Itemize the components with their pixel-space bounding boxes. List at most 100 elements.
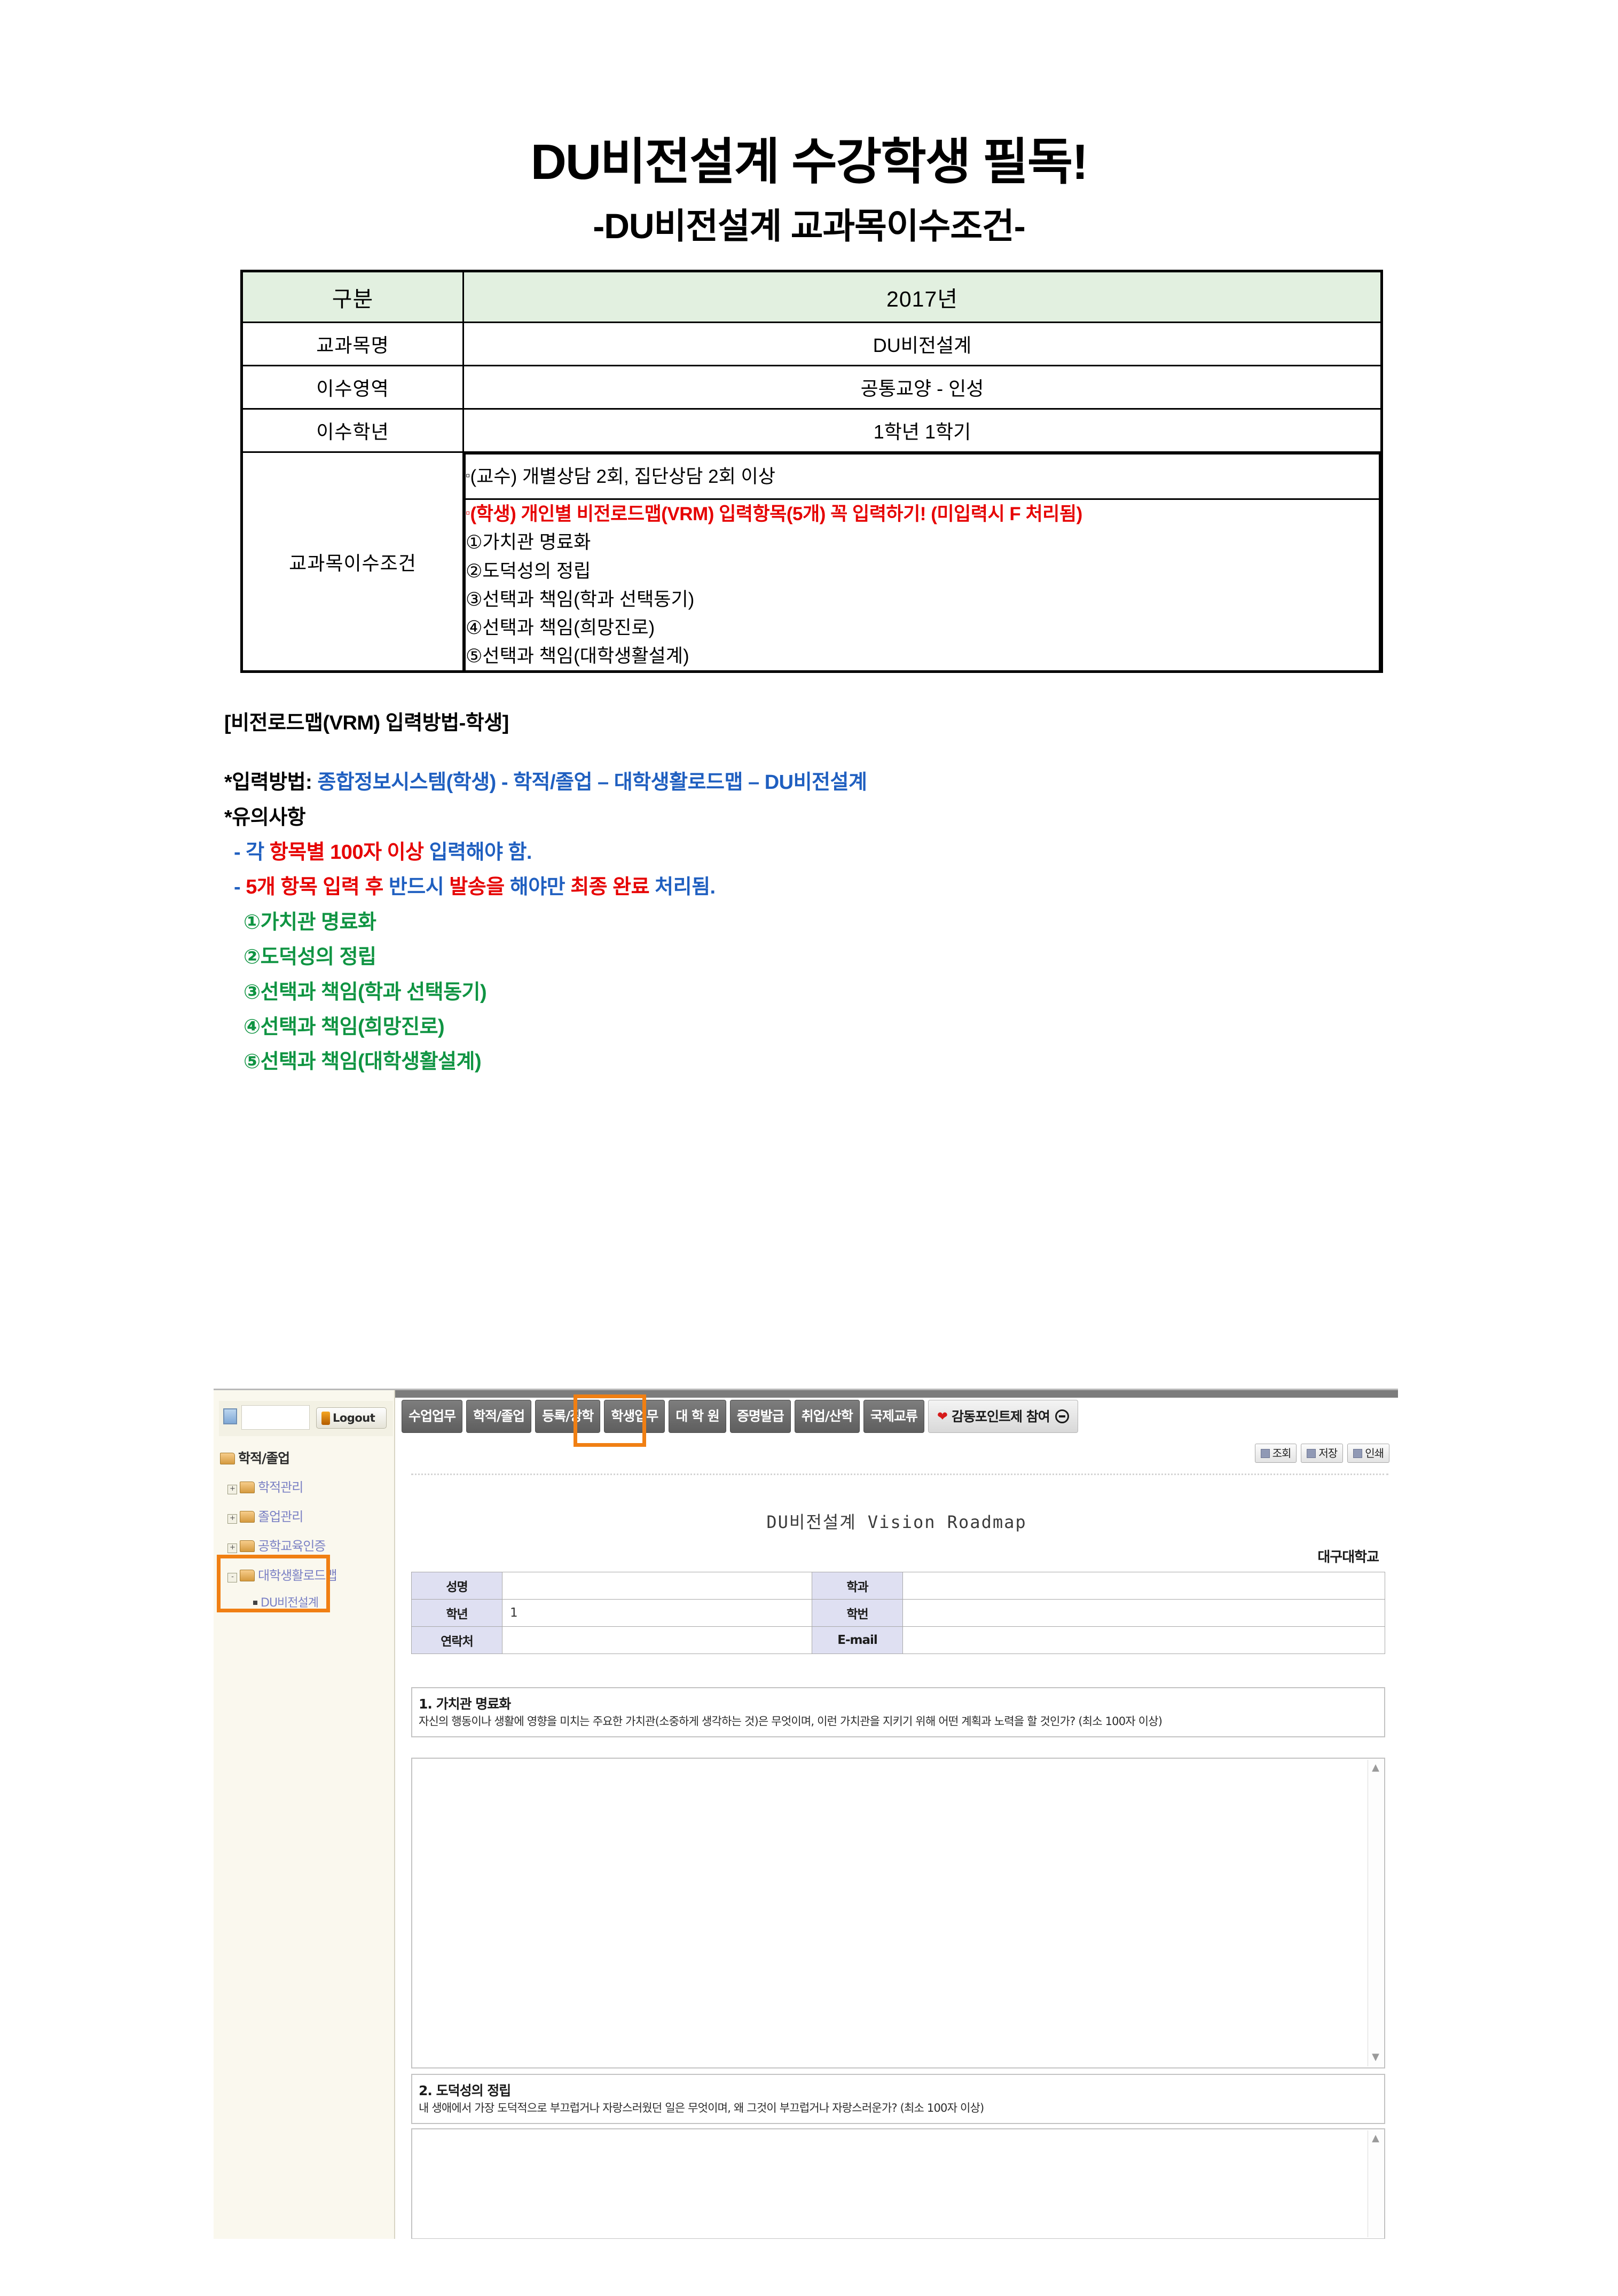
field-label-student-id: 학번 — [812, 1599, 903, 1627]
answer-textarea-1[interactable]: ▲ ▼ — [411, 1758, 1385, 2068]
content-pane: 수업업무 학적/졸업 등록/장학 학생업무 대 학 원 증명발급 취업/산학 국제교류 ❤ 감동포… — [395, 1390, 1398, 2239]
expand-plus-icon[interactable]: + — [227, 1543, 237, 1553]
university-name: 대구대학교 — [1317, 1549, 1379, 1565]
instruction-item-4: ④선택과 책임(희망진로) — [244, 1015, 445, 1038]
tree-root-academic[interactable]: 학적/졸업 — [214, 1444, 395, 1471]
question-block-2: 2. 도덕성의 정립 내 생애에서 가장 도덕적으로 부끄럽거나 자랑스러웠던 … — [411, 2074, 1385, 2124]
instruction-method-line: *입력방법: 종합정보시스템(학생) - 학적/졸업 – 대학생활로드맵 – D… — [224, 765, 1618, 800]
row-label-conditions: 교과목이수조건 — [241, 451, 464, 673]
note2-part-a: - — [234, 876, 246, 899]
tab-certificate-issue[interactable]: 증명발급 — [729, 1400, 791, 1433]
search-button[interactable]: 조회 — [1254, 1444, 1297, 1463]
tab-international-exchange[interactable]: 국제교류 — [863, 1400, 924, 1433]
note1-part-a: - 각 — [234, 841, 270, 864]
professor-condition-text: (교수) 개별상담 2회, 집단상담 2회 이상 — [470, 466, 775, 487]
tab-graduate-school[interactable]: 대 학 원 — [669, 1400, 726, 1433]
toolbar-buttons: 조회 저장 인쇄 — [1251, 1444, 1389, 1463]
note2-part-c: 반드시 — [388, 876, 450, 899]
field-value-contact[interactable] — [502, 1626, 812, 1654]
row-label-area: 이수영역 — [241, 365, 464, 410]
field-label-department: 학과 — [812, 1572, 903, 1600]
question-block-1: 1. 가치관 명료화 자신의 행동이나 생활에 영향을 미치는 주요한 가치관(… — [411, 1687, 1385, 1737]
square-bullet-icon: ▫ — [466, 468, 470, 483]
user-name-input[interactable] — [241, 1405, 310, 1430]
tab-class-work[interactable]: 수업업무 — [402, 1400, 463, 1433]
form-title: DU비전설계 Vision Roadmap — [766, 1512, 1027, 1532]
row-label-course-name: 교과목명 — [241, 322, 464, 367]
scroll-up-icon[interactable]: ▲ — [1372, 2133, 1379, 2144]
table-row: 이수학년 1학년 1학기 — [241, 408, 1383, 453]
tab-registration-scholarship[interactable]: 등록/장학 — [535, 1400, 601, 1433]
scroll-down-icon[interactable]: ▼ — [1372, 2051, 1379, 2063]
expand-plus-icon[interactable]: + — [227, 1514, 237, 1524]
navigation-tree: 학적/졸업 + 학적관리 + 졸업관리 + 공학교육인증 - 대학생활로드맵 DU비전설… — [214, 1444, 395, 1615]
sidebar-item-du-vision-design[interactable]: DU비전설계 — [214, 1589, 395, 1615]
tab-academic-graduation[interactable]: 학적/졸업 — [466, 1400, 532, 1433]
instruction-item-3: ③선택과 책임(학과 선택동기) — [244, 981, 487, 1004]
save-button[interactable]: 저장 — [1301, 1444, 1344, 1463]
sidebar-item-graduation-mgmt[interactable]: + 졸업관리 — [214, 1501, 395, 1530]
print-icon — [1353, 1449, 1363, 1458]
folder-icon — [240, 1511, 255, 1523]
note2-part-f: 최종 완료 — [570, 876, 655, 899]
condition-item-4: ④선택과 책임(희망진로) — [466, 617, 655, 638]
note2-part-e: 해야만 — [509, 876, 571, 899]
instruction-item-2: ②도덕성의 정립 — [244, 946, 376, 969]
print-button[interactable]: 인쇄 — [1347, 1444, 1389, 1463]
avatar-icon — [223, 1408, 237, 1424]
tab-employment-industry[interactable]: 취업/산학 — [794, 1400, 860, 1433]
table-row: 성명 학과 — [411, 1572, 1385, 1600]
folder-icon — [240, 1570, 255, 1581]
top-navigation-bar: 수업업무 학적/졸업 등록/장학 학생업무 대 학 원 증명발급 취업/산학 국제교류 ❤ 감동포… — [395, 1394, 1082, 1447]
question-desc-2: 내 생애에서 가장 도덕적으로 부끄럽거나 자랑스러웠던 일은 무엇이며, 왜 … — [419, 2102, 984, 2114]
answer-textarea-2[interactable]: ▲ — [411, 2128, 1385, 2239]
row-value-grade: 1학년 1학기 — [462, 408, 1383, 453]
page-subtitle: -DU비전설계 교과목이수조건- — [593, 206, 1026, 246]
scrollbar-1[interactable]: ▲ ▼ — [1368, 1760, 1383, 2066]
conditions-inner-table: ▫(교수) 개별상담 2회, 집단상담 2회 이상 ▫(학생) 개인별 비전로드… — [464, 453, 1380, 671]
window-top-bar — [214, 1390, 1398, 1398]
row-label-grade: 이수학년 — [241, 408, 464, 453]
tab-impression-point-program[interactable]: ❤ 감동포인트제 참여 — [928, 1400, 1078, 1433]
sidebar-pane: Logout 학적/졸업 + 학적관리 + 졸업관리 + 공학교육인증 - 대학생활로드… — [214, 1390, 395, 2239]
sidebar-item-academic-mgmt[interactable]: + 학적관리 — [214, 1471, 395, 1501]
tree-item-label: 대학생활로드맵 — [258, 1568, 337, 1583]
question-title-1: 1. 가치관 명료화 — [419, 1696, 511, 1712]
question-desc-1: 자신의 행동이나 생활에 영향을 미치는 주요한 가치관(소중하게 생각하는 것… — [419, 1715, 1163, 1728]
student-condition-text: (학생) 개인별 비전로드맵(VRM) 입력항목(5개) 꼭 입력하기! (미입… — [470, 504, 1083, 525]
user-box: Logout — [219, 1401, 393, 1436]
field-label-email: E-mail — [812, 1626, 903, 1654]
instruction-item-5: ⑤선택과 책임(대학생활설계) — [244, 1051, 482, 1073]
tree-sub-label: DU비전설계 — [261, 1596, 319, 1610]
instruction-method-label: *입력방법: — [224, 771, 312, 794]
scroll-up-icon[interactable]: ▲ — [1372, 1762, 1379, 1773]
divider — [411, 1474, 1388, 1475]
table-row-conditions: 교과목이수조건 ▫(교수) 개별상담 2회, 집단상담 2회 이상 — [241, 451, 1383, 673]
note2-part-b: 5개 항목 입력 후 — [246, 876, 389, 899]
field-label-contact: 연락처 — [411, 1626, 502, 1654]
field-value-department[interactable] — [902, 1572, 1385, 1600]
conditions-cell: ▫(교수) 개별상담 2회, 집단상담 2회 이상 ▫(학생) 개인별 비전로드… — [462, 451, 1383, 673]
field-value-year[interactable]: 1 — [502, 1599, 812, 1627]
field-value-student-id[interactable] — [902, 1599, 1385, 1627]
student-condition-warning: ▫(학생) 개인별 비전로드맵(VRM) 입력항목(5개) 꼭 입력하기! (미… — [466, 500, 1379, 528]
instruction-item-1: ①가치관 명료화 — [244, 911, 376, 934]
expand-plus-icon[interactable]: + — [227, 1485, 237, 1494]
sidebar-item-engineering-cert[interactable]: + 공학교육인증 — [214, 1530, 395, 1560]
gift-tab-label: 감동포인트제 참여 — [952, 1409, 1050, 1424]
gear-icon — [1055, 1409, 1069, 1423]
tree-root-label: 학적/졸업 — [238, 1451, 290, 1466]
logout-button[interactable]: Logout — [316, 1407, 387, 1429]
collapse-minus-icon[interactable]: - — [227, 1573, 237, 1582]
condition-item-2: ②도덕성의 정립 — [466, 560, 591, 582]
tree-item-label: 졸업관리 — [258, 1509, 303, 1524]
section-heading: [비전로드맵(VRM) 입력방법-학생] — [224, 712, 509, 735]
table-row: 학년 1 학번 — [411, 1599, 1385, 1627]
table-row: 이수영역 공통교양 - 인성 — [241, 365, 1383, 410]
tab-student-affairs[interactable]: 학생업무 — [604, 1400, 665, 1433]
search-icon — [1260, 1449, 1270, 1458]
sidebar-item-campus-life-roadmap[interactable]: - 대학생활로드맵 — [214, 1560, 395, 1589]
scrollbar-2[interactable]: ▲ — [1368, 2130, 1383, 2237]
field-value-email[interactable] — [902, 1626, 1385, 1654]
field-value-name[interactable] — [502, 1572, 812, 1600]
